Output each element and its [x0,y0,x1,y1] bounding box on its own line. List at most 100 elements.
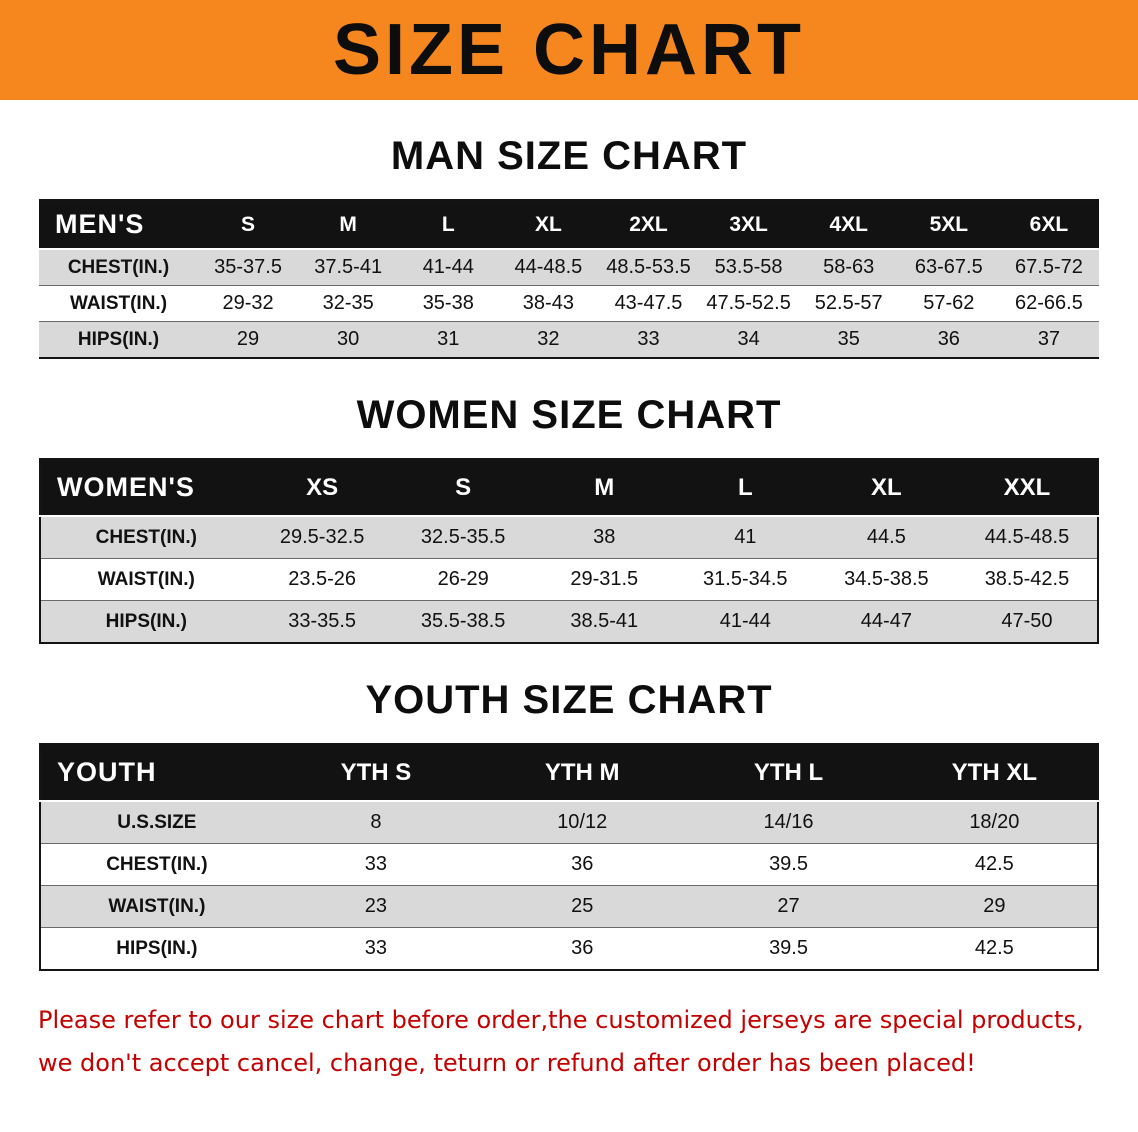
row-label: HIPS(IN.) [105,610,187,632]
size-value-cell: 57-62 [923,292,975,314]
youth-header-row: YOUTH YTH S YTH M YTH L YTH XL [40,744,1098,801]
women-size-column-header: M [533,459,675,516]
men-size-column-header: 6XL [998,200,1099,249]
size-value-cell: 25 [571,895,594,917]
section-women: WOMEN SIZE CHART WOMEN'S XS S M L XL XXL CHEST(… [0,393,1138,644]
size-value-cell: 18/20 [969,811,1020,833]
size-value-cell: 43-47.5 [614,292,683,314]
youth-table-row: HIPS(IN.) 33 36 39.5 42.5 [40,928,1098,970]
row-label: HIPS(IN.) [77,328,160,350]
size-value-cell: 52.5-57 [814,292,883,314]
size-value-cell: 63-67.5 [914,256,983,278]
youth-table-label: YOUTH [40,744,273,801]
page-title: SIZE CHART [333,10,805,90]
women-size-column-header: S [392,459,534,516]
size-value-cell: 33 [364,937,388,959]
size-value-cell: 34.5-38.5 [844,568,929,590]
size-value-cell: 29-32 [222,292,274,314]
size-value-cell: 26-29 [437,568,489,590]
size-value-cell: 8 [370,811,382,833]
size-value-cell: 44.5-48.5 [984,526,1070,548]
size-value-cell: 42.5 [974,937,1014,959]
size-value-cell: 37 [1037,328,1061,350]
size-value-cell: 37.5-41 [314,256,383,278]
section-youth: YOUTH SIZE CHART YOUTH YTH S YTH M YTH L YTH… [0,678,1138,971]
men-table-row: CHEST(IN.) 35-37.5 37.5-41 41-44 44-48.5 48.5… [39,249,1099,286]
youth-size-column-header: YTH L [685,744,892,801]
size-value-cell: 39.5 [769,853,808,875]
heading-men: MAN SIZE CHART [390,134,748,178]
youth-table-row: WAIST(IN.) 23 25 27 29 [40,885,1098,928]
row-label: U.S.SIZE [117,811,197,833]
size-value-cell: 29 [983,895,1006,917]
men-table-row: WAIST(IN.) 29-32 32-35 35-38 38-43 43-47.5 47.… [39,286,1099,322]
size-value-cell: 33 [637,328,660,350]
row-label: WAIST(IN.) [97,568,195,590]
women-table-row: HIPS(IN.) 33-35.5 35.5-38.5 38.5-41 41-44 44-… [40,600,1098,643]
size-value-cell: 32-35 [322,292,374,314]
youth-size-column-header: YTH XL [891,744,1098,801]
size-value-cell: 29-31.5 [570,568,639,590]
women-header-row: WOMEN'S XS S M L XL XXL [40,459,1098,516]
youth-size-column-header: YTH S [272,744,480,801]
size-value-cell: 35-38 [422,292,474,314]
size-value-cell: 38.5-42.5 [984,568,1070,590]
youth-table-row: CHEST(IN.) 33 36 39.5 42.5 [40,844,1098,886]
size-value-cell: 29 [236,328,260,350]
men-table-row: HIPS(IN.) 29 30 31 32 33 34 35 36 37 [39,321,1099,358]
size-value-cell: 44.5 [866,526,906,548]
size-value-cell: 38.5-41 [570,610,639,632]
men-size-table: MEN'S S M L XL 2XL 3XL 4XL 5XL 6XL CHEST(IN.) 35-37… [39,199,1099,359]
men-size-column-header: XL [498,200,599,249]
size-value-cell: 58-63 [823,256,875,278]
women-table-row: WAIST(IN.) 23.5-26 26-29 29-31.5 31.5-34.5 34… [40,559,1098,601]
youth-size-table: YOUTH YTH S YTH M YTH L YTH XL U.S.SIZE 8 10/12… [39,743,1099,971]
size-value-cell: 47.5-52.5 [706,292,791,314]
size-value-cell: 32.5-35.5 [420,526,506,548]
size-value-cell: 41 [734,526,757,548]
row-label: WAIST(IN.) [108,895,206,917]
men-size-column-header: 2XL [598,200,699,249]
youth-size-column-header: YTH M [479,744,686,801]
size-value-cell: 44-47 [860,610,912,632]
youth-table-row: U.S.SIZE 8 10/12 14/16 18/20 [40,801,1098,844]
size-value-cell: 29.5-32.5 [279,526,365,548]
row-label: HIPS(IN.) [116,937,198,959]
footer-line-2: we don't accept cancel, change, teturn o… [38,1048,976,1077]
size-value-cell: 38-43 [522,292,574,314]
row-label: CHEST(IN.) [95,526,197,548]
size-value-cell: 33 [364,853,388,875]
size-value-cell: 33-35.5 [288,610,357,632]
size-value-cell: 14/16 [763,811,814,833]
women-table-row: CHEST(IN.) 29.5-32.5 32.5-35.5 38 41 44.5 44.5… [40,516,1098,559]
men-header-row: MEN'S S M L XL 2XL 3XL 4XL 5XL 6XL [39,200,1099,249]
size-value-cell: 42.5 [974,853,1014,875]
size-value-cell: 36 [571,853,594,875]
footer-line-1: Please refer to our size chart before or… [38,1006,1084,1034]
size-value-cell: 36 [571,937,594,959]
women-size-column-header: XS [251,459,393,516]
size-value-cell: 27 [777,895,800,917]
size-value-cell: 62-66.5 [1015,292,1083,314]
men-table-label: MEN'S [39,200,198,249]
size-value-cell: 32 [537,328,560,350]
size-value-cell: 34 [737,328,760,350]
size-value-cell: 47-50 [1001,610,1053,632]
men-size-column-header: 5XL [898,200,999,249]
size-value-cell: 35 [837,328,860,350]
women-size-table: WOMEN'S XS S M L XL XXL CHEST(IN.) 29.5-32.5 32.5… [39,458,1099,644]
heading-youth: YOUTH SIZE CHART [365,678,773,722]
footer-note: Please refer to our size chart before or… [38,1003,1100,1081]
size-value-cell: 48.5-53.5 [606,256,691,278]
section-men: MAN SIZE CHART MEN'S S M L XL 2XL 3XL 4XL 5XL 6XL… [0,134,1138,359]
men-size-column-header: S [198,200,299,249]
heading-women: WOMEN SIZE CHART [356,393,782,437]
women-table-label: WOMEN'S [40,459,252,516]
size-value-cell: 23 [364,895,388,917]
size-value-cell: 35-37.5 [214,256,282,278]
size-value-cell: 31.5-34.5 [703,568,788,590]
row-label: WAIST(IN.) [69,292,168,314]
men-size-column-header: 4XL [798,200,899,249]
banner: SIZE CHART [0,0,1138,100]
size-value-cell: 39.5 [769,937,808,959]
